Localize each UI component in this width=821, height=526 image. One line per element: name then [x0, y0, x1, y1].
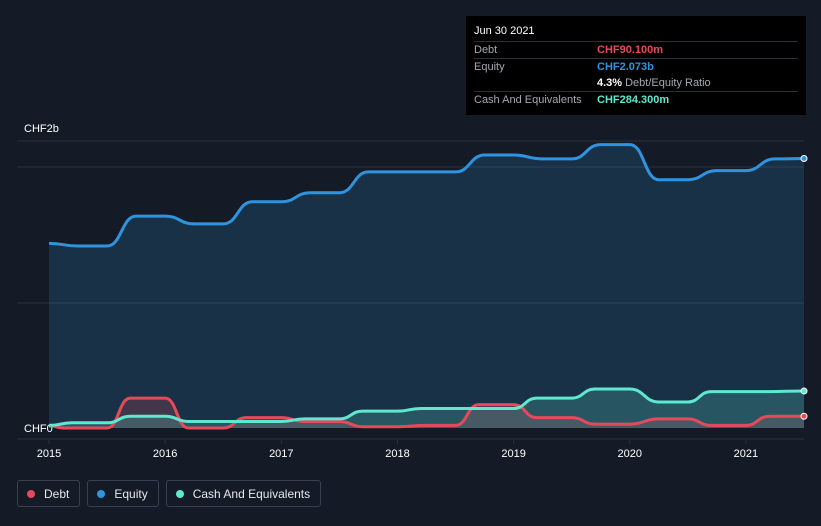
x-tick-label-2017: 2017 — [269, 448, 293, 460]
x-tick-label-2018: 2018 — [385, 448, 409, 460]
tooltip-cash-value: CHF284.300m — [597, 94, 670, 106]
tooltip-cash-label: Cash And Equivalents — [474, 94, 582, 106]
cash-end-point — [800, 387, 808, 395]
tooltip-debt-value: CHF90.100m — [597, 44, 664, 56]
cash-line — [48, 387, 805, 427]
legend-label-cash: Cash And Equivalents — [192, 486, 311, 501]
debt-dot-icon — [27, 489, 35, 498]
tooltip-equity-value: CHF2.073b — [597, 61, 654, 73]
debt-end-point — [800, 412, 808, 420]
tooltip-ratio-value: 4.3% — [597, 77, 623, 89]
debt-line — [48, 396, 804, 430]
tooltip-date: Jun 30 2021 — [474, 24, 798, 42]
y-axis-top-label: CHF2b — [24, 123, 59, 135]
x-tick-label-2015: 2015 — [37, 448, 61, 460]
tooltip-panel: Jun 30 2021 Debt CHF90.100m Equity CHF2.… — [466, 16, 806, 115]
legend: Debt Equity Cash And Equivalents — [17, 480, 322, 507]
equity-line — [48, 143, 805, 248]
equity-end-point — [800, 155, 808, 163]
legend-item-debt[interactable]: Debt — [17, 480, 81, 507]
equity-dot-icon — [97, 489, 106, 498]
x-tick-label-2020: 2020 — [618, 448, 642, 460]
tooltip-equity-label: Equity — [474, 61, 505, 73]
y-axis-bottom-label: CHF0 — [24, 423, 53, 435]
x-axis: 2015 2016 2017 2018 2019 2020 2021 — [37, 439, 758, 460]
x-tick-label-2019: 2019 — [501, 448, 525, 460]
series-layer — [48, 143, 808, 430]
x-tick-label-2016: 2016 — [153, 448, 177, 460]
legend-label-equity: Equity — [114, 486, 148, 501]
cash-dot-icon — [175, 489, 184, 498]
tooltip-ratio-label: Debt/Equity Ratio — [625, 77, 711, 89]
tooltip-cash-row: Cash And Equivalents CHF284.300m — [474, 92, 798, 108]
equity-area — [49, 144, 804, 428]
legend-item-cash[interactable]: Cash And Equivalents — [165, 480, 322, 507]
legend-item-equity[interactable]: Equity — [87, 480, 159, 507]
tooltip-equity-row: Equity CHF2.073b — [474, 59, 798, 75]
tooltip-debt-row: Debt CHF90.100m — [474, 42, 798, 59]
legend-label-debt: Debt — [44, 486, 70, 501]
tooltip-ratio-row: 4.3% Debt/Equity Ratio — [474, 75, 798, 92]
x-tick-label-2021: 2021 — [734, 448, 758, 460]
tooltip-debt-label: Debt — [474, 44, 498, 56]
